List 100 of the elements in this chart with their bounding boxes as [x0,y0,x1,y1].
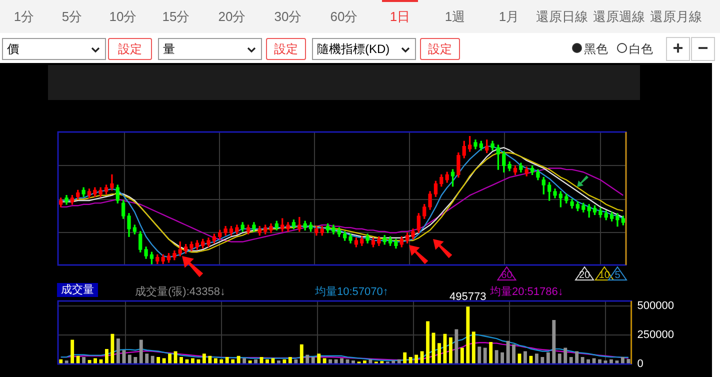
bar [483,348,487,364]
y-tick-label: 0 [637,358,644,370]
bar [196,359,200,364]
bar [546,352,550,364]
bar [288,357,292,364]
data-label: 495773 [450,291,486,304]
bar [220,359,224,364]
bar [254,359,258,364]
bar [70,340,74,364]
bar [294,359,298,364]
tab[interactable]: 30分 [274,8,302,26]
bar [494,350,498,364]
bar [408,357,412,364]
bar [534,354,538,364]
bar [564,348,568,364]
bar [598,359,602,364]
bar [145,354,149,364]
bar [88,360,92,364]
bar [438,343,441,364]
bar [322,358,326,364]
bar [448,337,452,364]
tab[interactable]: 20分 [218,8,246,26]
bar [105,348,108,364]
bar [94,358,97,364]
bar [368,359,372,364]
bar [362,360,366,364]
dropdown[interactable]: 價 [2,38,106,60]
text: 黑色 [584,41,608,58]
bar [156,357,160,364]
bar [128,354,132,364]
tab[interactable]: 1分 [14,8,34,26]
bar [191,358,194,364]
bar [524,351,527,364]
bar [586,359,590,364]
bar [328,359,332,364]
bar [472,332,476,364]
chart-title: 成交量 [57,283,98,297]
bar [208,356,212,364]
bar [116,338,120,364]
tab[interactable]: 1月 [498,8,520,26]
bar [180,357,183,364]
tab[interactable]: 1週 [444,8,466,26]
bar [82,357,86,364]
bar [76,356,80,364]
bar [569,357,573,364]
tab[interactable]: 還原日線 [536,8,588,26]
bar [397,359,401,364]
y-tick-label: 500000 [637,300,674,312]
bar [454,329,458,364]
bar [540,357,544,364]
tab[interactable]: 60分 [330,8,358,26]
tab[interactable]: 10分 [109,8,137,26]
bar [231,359,235,364]
bar [506,340,510,364]
bar [242,358,246,364]
y-tick-label: 250000 [637,329,674,342]
bar [626,358,630,364]
bar [317,354,321,364]
bar [575,351,579,364]
bar [403,352,407,364]
bar [500,352,504,364]
bar [489,342,493,364]
bar [168,354,172,364]
bar [334,359,338,364]
bar [592,358,596,364]
bar [271,358,275,364]
bar [122,350,126,364]
bar [558,354,562,364]
bar [580,357,584,364]
tab[interactable]: 還原月線 [650,8,702,26]
bar [225,357,229,364]
bar [64,360,68,364]
bar [248,360,252,364]
tab[interactable]: 還原週線 [593,8,645,26]
tab[interactable]: 5分 [62,8,82,26]
button[interactable]: − [691,37,715,61]
bar [552,320,556,364]
button[interactable]: 設定 [266,38,306,60]
bar [162,358,166,364]
bar [478,346,482,364]
bar [236,356,240,364]
bar [620,357,624,364]
bar [426,321,430,364]
text: 均量10:57070↑ [315,285,388,299]
bar [139,340,143,364]
tab[interactable]: 1日 [390,8,410,26]
text: 5 [614,270,621,281]
bar [352,360,355,364]
bar [134,357,138,364]
bar [202,354,206,364]
text: 白色 [629,41,653,58]
button[interactable]: 設定 [420,38,460,60]
dropdown[interactable]: 隨機指標(KD) [312,38,416,60]
bar [615,360,619,364]
tab[interactable]: 15分 [162,8,190,26]
bar [300,344,304,364]
button[interactable]: + [666,37,690,61]
bar [282,359,286,364]
button[interactable]: 設定 [108,38,152,60]
dropdown[interactable]: 量 [158,38,262,60]
